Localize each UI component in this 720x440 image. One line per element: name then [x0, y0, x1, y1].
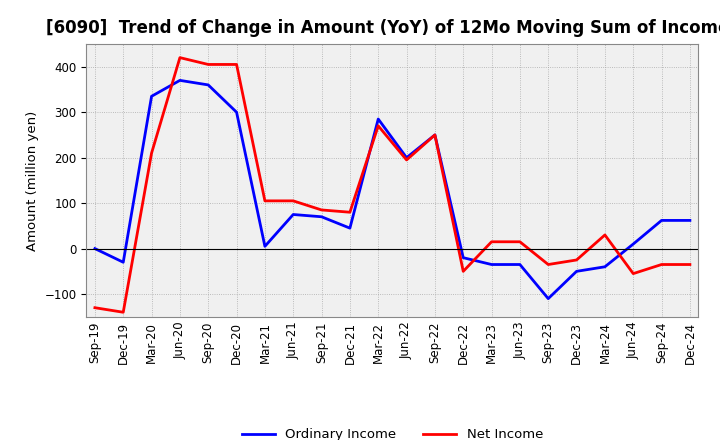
- Ordinary Income: [657, 218, 666, 223]
- Legend: Ordinary Income, Net Income: Ordinary Income, Net Income: [237, 423, 548, 440]
- Ordinary Income: [685, 218, 694, 223]
- Ordinary Income: [204, 82, 212, 88]
- Net Income: [544, 262, 552, 267]
- Ordinary Income: [374, 116, 382, 121]
- Ordinary Income: [119, 260, 127, 265]
- Net Income: [600, 232, 609, 238]
- Ordinary Income: [318, 214, 326, 220]
- Y-axis label: Amount (million yen): Amount (million yen): [26, 110, 39, 250]
- Ordinary Income: [176, 78, 184, 83]
- Net Income: [402, 157, 411, 162]
- Ordinary Income: [600, 264, 609, 269]
- Title: [6090]  Trend of Change in Amount (YoY) of 12Mo Moving Sum of Incomes: [6090] Trend of Change in Amount (YoY) o…: [46, 19, 720, 37]
- Net Income: [119, 310, 127, 315]
- Net Income: [176, 55, 184, 60]
- Ordinary Income: [91, 246, 99, 251]
- Net Income: [289, 198, 297, 203]
- Ordinary Income: [431, 132, 439, 138]
- Net Income: [318, 207, 326, 213]
- Ordinary Income: [148, 94, 156, 99]
- Net Income: [629, 271, 637, 276]
- Net Income: [346, 209, 354, 215]
- Net Income: [261, 198, 269, 203]
- Ordinary Income: [544, 296, 552, 301]
- Net Income: [148, 150, 156, 156]
- Net Income: [516, 239, 524, 244]
- Net Income: [233, 62, 241, 67]
- Ordinary Income: [459, 255, 467, 260]
- Net Income: [91, 305, 99, 310]
- Ordinary Income: [402, 155, 411, 160]
- Net Income: [459, 269, 467, 274]
- Net Income: [685, 262, 694, 267]
- Line: Net Income: Net Income: [95, 58, 690, 312]
- Ordinary Income: [487, 262, 496, 267]
- Ordinary Income: [516, 262, 524, 267]
- Net Income: [204, 62, 212, 67]
- Ordinary Income: [629, 242, 637, 247]
- Net Income: [572, 257, 581, 263]
- Ordinary Income: [233, 110, 241, 115]
- Net Income: [657, 262, 666, 267]
- Ordinary Income: [261, 244, 269, 249]
- Ordinary Income: [289, 212, 297, 217]
- Net Income: [374, 123, 382, 128]
- Net Income: [431, 132, 439, 138]
- Net Income: [487, 239, 496, 244]
- Line: Ordinary Income: Ordinary Income: [95, 81, 690, 299]
- Ordinary Income: [572, 269, 581, 274]
- Ordinary Income: [346, 225, 354, 231]
